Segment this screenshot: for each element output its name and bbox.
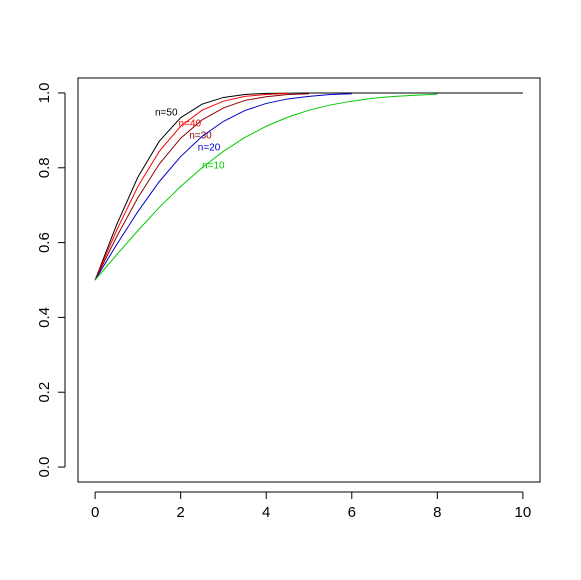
series-line — [94, 93, 438, 281]
y-tick-label: 0.2 — [36, 382, 53, 403]
x-tick-label: 10 — [515, 504, 532, 521]
series-line — [94, 92, 523, 281]
x-tick-label: 0 — [91, 504, 99, 521]
y-tick-label: 1.0 — [36, 83, 53, 104]
series-label: n=20 — [198, 143, 221, 154]
x-tick-label: 4 — [262, 504, 270, 521]
y-tick-label: 0.0 — [36, 457, 53, 478]
y-tick-label: 0.6 — [36, 232, 53, 253]
y-tick-label: 0.8 — [36, 157, 53, 178]
series-label: n=50 — [155, 107, 178, 118]
series-line — [94, 93, 352, 281]
series-line — [94, 93, 310, 281]
y-tick-label: 0.4 — [36, 307, 53, 328]
series-label: n=30 — [189, 131, 212, 142]
x-tick-label: 6 — [348, 504, 356, 521]
series-label: n=10 — [202, 161, 225, 172]
plot-box — [77, 77, 541, 483]
x-tick-label: 8 — [433, 504, 441, 521]
x-tick-label: 2 — [176, 504, 184, 521]
series-line — [94, 92, 288, 281]
series-label: n=40 — [179, 118, 202, 129]
